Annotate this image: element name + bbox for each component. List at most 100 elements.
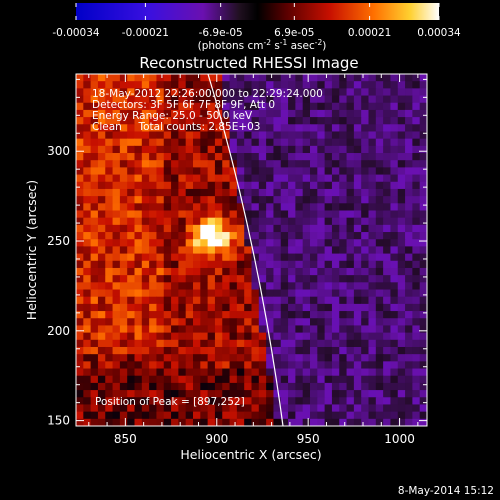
heatmap-cell <box>251 282 260 291</box>
heatmap-cell <box>317 131 326 140</box>
heatmap-cell <box>397 253 406 262</box>
heatmap-cell <box>112 239 121 247</box>
heatmap-cell <box>412 346 421 355</box>
heatmap-cell <box>273 167 282 176</box>
heatmap-cell <box>258 404 267 413</box>
heatmap-cell <box>236 203 245 211</box>
heatmap-cell <box>383 397 391 405</box>
heatmap-cell <box>251 174 260 183</box>
heatmap-cell <box>127 203 135 211</box>
heatmap-cell <box>127 210 135 219</box>
heatmap-cell <box>76 232 84 240</box>
heatmap-cell <box>178 138 187 147</box>
heatmap-cell <box>317 145 326 154</box>
heatmap-cell <box>90 217 99 226</box>
heatmap-cell <box>163 361 172 370</box>
heatmap-cell <box>127 267 135 276</box>
heatmap-cell <box>324 397 333 405</box>
heatmap-cell <box>222 124 231 132</box>
heatmap-cell <box>339 267 348 276</box>
heatmap-cell <box>405 167 413 176</box>
heatmap-cell <box>200 275 209 283</box>
heatmap-cell <box>112 196 121 204</box>
heatmap-cell <box>317 138 326 147</box>
heatmap-cell <box>149 289 157 298</box>
heatmap-cell <box>266 160 274 168</box>
heatmap-cell <box>412 332 421 341</box>
heatmap-cell <box>302 109 311 118</box>
heatmap-cell <box>412 95 421 104</box>
heatmap-cell <box>97 145 106 154</box>
heatmap-cell <box>419 174 427 183</box>
heatmap-cell <box>302 203 311 211</box>
heatmap-cell <box>331 174 340 183</box>
heatmap-cell <box>76 289 84 298</box>
heatmap-cell <box>222 325 231 334</box>
heatmap-cell <box>178 88 187 97</box>
heatmap-cell <box>76 153 84 161</box>
heatmap-cell <box>353 232 362 240</box>
heatmap-cell <box>258 160 267 168</box>
heatmap-cell <box>397 74 406 82</box>
heatmap-cell <box>149 339 157 348</box>
heatmap-cell <box>353 117 362 125</box>
heatmap-cell <box>331 246 340 255</box>
heatmap-cell <box>361 181 369 190</box>
heatmap-cell <box>200 203 209 211</box>
heatmap-cell <box>127 289 135 298</box>
heatmap-cell <box>368 217 377 226</box>
heatmap-cell <box>244 289 252 298</box>
heatmap-cell <box>163 196 172 204</box>
heatmap-cell <box>244 397 252 405</box>
heatmap-cell <box>317 260 326 269</box>
heatmap-cell <box>178 102 187 111</box>
heatmap-cell <box>229 361 238 370</box>
heatmap-cell <box>390 124 399 132</box>
heatmap-cell <box>236 188 245 197</box>
heatmap-cell <box>141 210 150 219</box>
heatmap-cell <box>76 74 84 82</box>
heatmap-cell <box>134 246 143 255</box>
heatmap-cell <box>273 311 282 319</box>
heatmap-cell <box>258 339 267 348</box>
heatmap-cell <box>390 117 399 125</box>
heatmap-cell <box>90 368 99 377</box>
heatmap-cell <box>375 289 384 298</box>
heatmap-cell <box>119 318 128 326</box>
heatmap-cell <box>331 109 340 118</box>
heatmap-cell <box>331 397 340 405</box>
heatmap-cell <box>185 375 194 384</box>
heatmap-cell <box>368 404 377 413</box>
heatmap-cell <box>266 267 274 276</box>
heatmap-cell <box>127 196 135 204</box>
heatmap-cell <box>397 382 406 391</box>
heatmap-cell <box>390 361 399 370</box>
heatmap-cell <box>368 397 377 405</box>
heatmap-cell <box>405 124 413 132</box>
heatmap-cell <box>200 188 209 197</box>
heatmap-cell <box>324 418 333 426</box>
heatmap-cell <box>214 145 223 154</box>
heatmap-cell <box>339 361 348 370</box>
heatmap-cell <box>244 124 252 132</box>
heatmap-cell <box>149 217 157 226</box>
heatmap-cell <box>419 296 427 305</box>
heatmap-cell <box>405 303 413 312</box>
heatmap-cell <box>346 232 355 240</box>
heatmap-cell <box>397 318 406 326</box>
heatmap-cell <box>112 81 121 89</box>
heatmap-cell <box>163 289 172 298</box>
heatmap-cell <box>397 354 406 362</box>
heatmap-cell <box>390 318 399 326</box>
heatmap-cell <box>149 181 157 190</box>
heatmap-cell <box>419 303 427 312</box>
heatmap-cell <box>156 354 165 362</box>
heatmap-cell <box>134 196 143 204</box>
heatmap-cell <box>295 124 304 132</box>
heatmap-cell <box>244 203 252 211</box>
heatmap-cell <box>222 81 231 89</box>
heatmap-cell <box>346 210 355 219</box>
heatmap-cell <box>251 102 260 111</box>
heatmap-cell <box>178 303 187 312</box>
heatmap-cell <box>412 174 421 183</box>
